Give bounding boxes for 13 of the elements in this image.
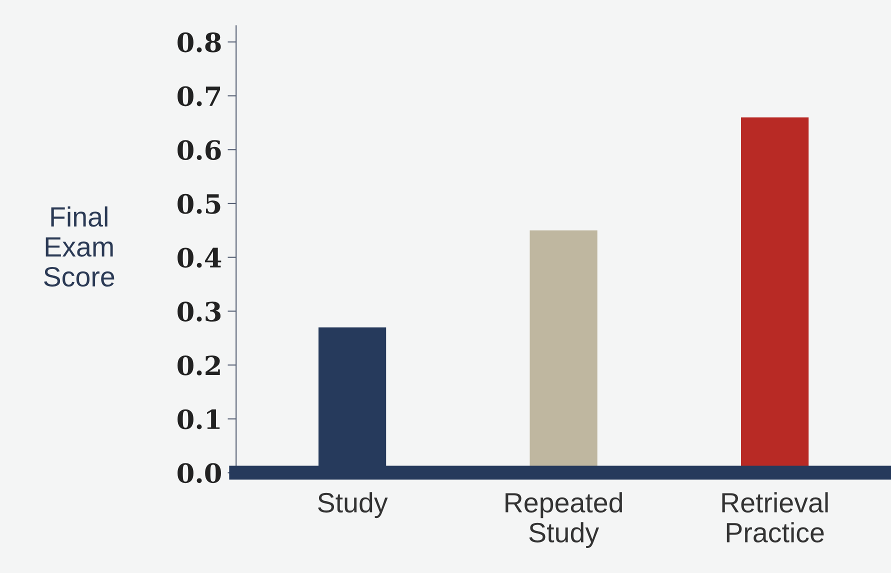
x-tick-label: Retrieval Practice <box>722 492 828 542</box>
y-axis-title: Final Exam Score <box>44 206 114 287</box>
y-tick-label: 0.4 <box>178 248 222 268</box>
y-tick-label: 0.7 <box>178 86 220 106</box>
y-tick-label: 0.2 <box>178 355 220 376</box>
x-tick-label: Repeated Study <box>506 492 622 548</box>
y-tick-label: 0.1 <box>178 409 220 430</box>
y-tick-label: 0.0 <box>178 463 221 484</box>
y-tick-label: 0.3 <box>178 302 221 322</box>
x-tick-label: Study <box>318 492 388 518</box>
y-tick-label: 0.5 <box>178 194 220 214</box>
y-tick-label: 0.6 <box>178 140 221 160</box>
y-tick-label: 0.8 <box>178 32 221 52</box>
